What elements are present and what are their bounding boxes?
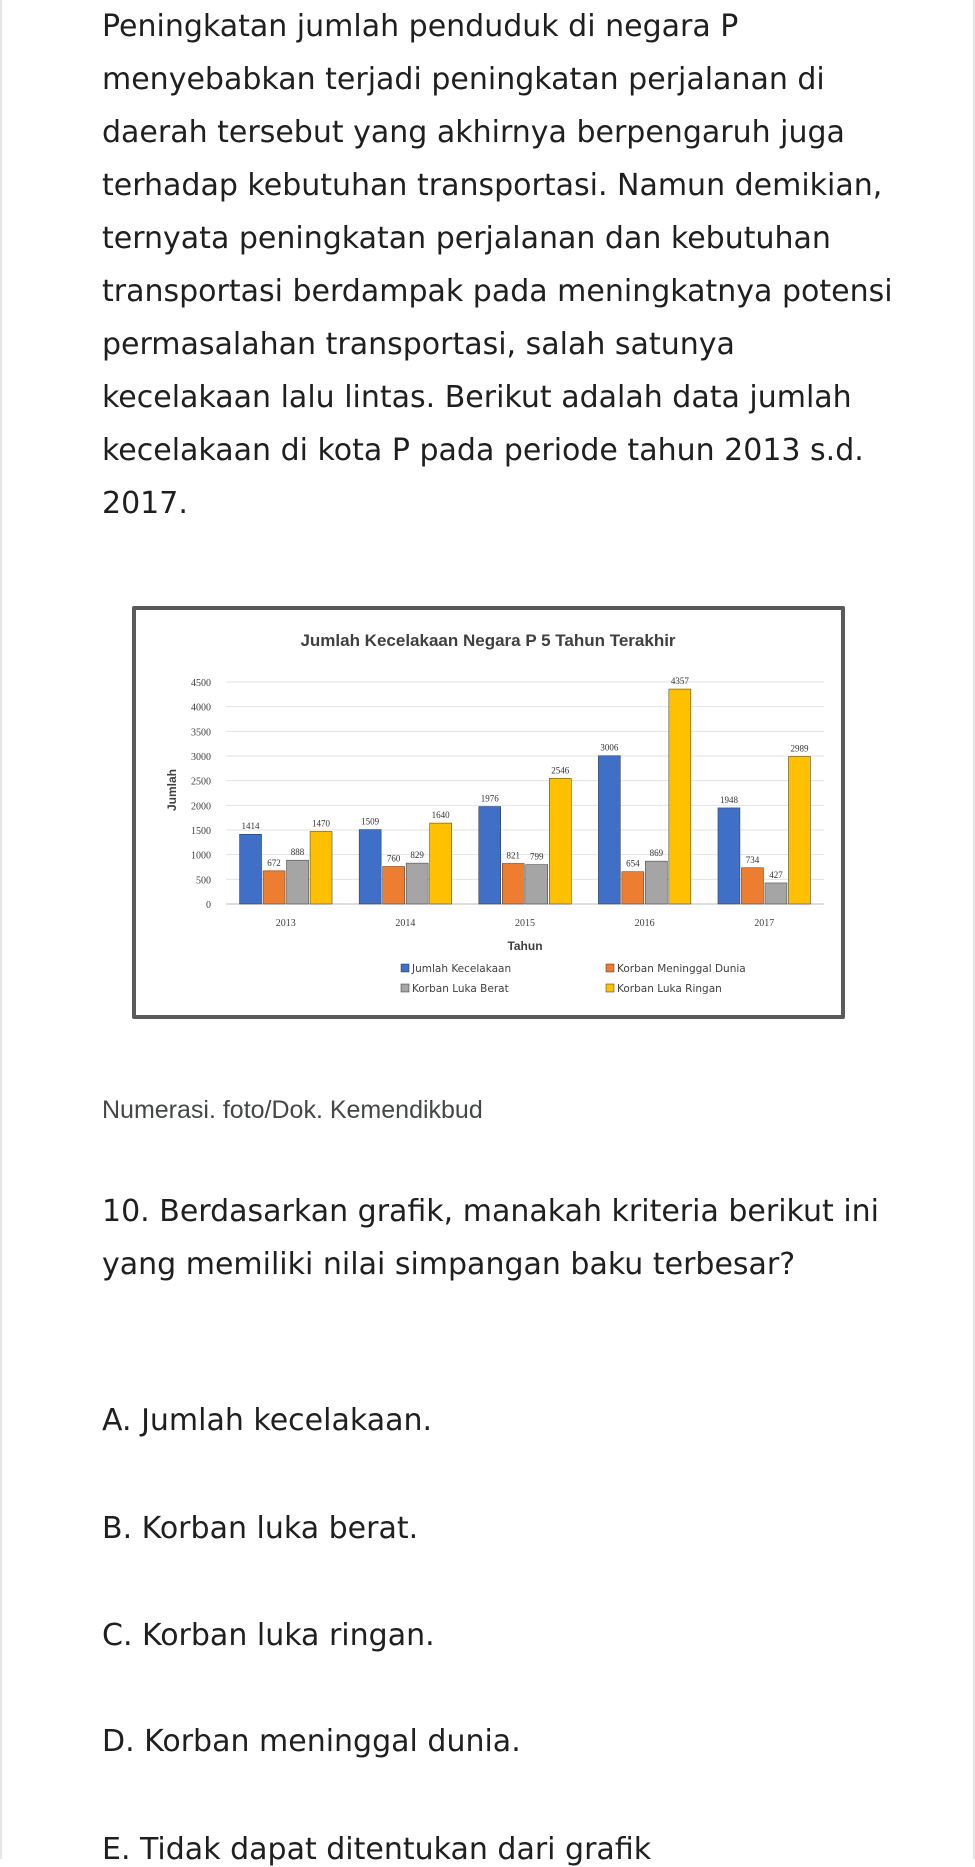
x-tick-label: 2014 (395, 918, 415, 929)
y-tick-label: 1000 (191, 851, 211, 862)
data-label: 2989 (790, 744, 809, 754)
bar-jumlah-kecelakaan-2016 (598, 755, 621, 905)
chart-x-axis-label: Tahun (507, 939, 542, 953)
data-label: 799 (530, 852, 544, 862)
bar-korban-luka-ringan-2016 (668, 688, 692, 905)
bar-korban-luka-berat-2013 (286, 859, 309, 905)
right-edge-divider (973, 0, 975, 1859)
legend-swatch (605, 963, 615, 973)
bar-chart: Jumlah Kecelakaan Negara P 5 Tahun Terak… (165, 631, 824, 995)
bar-korban-luka-ringan-2015 (549, 778, 572, 905)
y-tick-label: 4500 (191, 678, 211, 689)
bar-korban-meninggal-dunia-2014 (382, 866, 405, 905)
option-e[interactable]: E. Tidak dapat ditentukan dari grafik (102, 1832, 652, 1867)
bar-korban-meninggal-dunia-2015 (502, 863, 525, 905)
legend-entry: Korban Luka Ringan (617, 983, 722, 995)
bar-korban-luka-berat-2014 (405, 862, 429, 905)
figure-caption: Numerasi. foto/Dok. Kemendikbud (102, 1096, 483, 1124)
y-tick-label: 500 (196, 875, 211, 886)
data-label: 1948 (720, 795, 739, 805)
bar-korban-luka-berat-2017 (764, 882, 788, 905)
data-label: 3006 (600, 743, 619, 753)
bar-korban-luka-ringan-2013 (309, 831, 333, 905)
intro-paragraph: Peningkatan jumlah penduduk di negara P … (102, 9, 893, 521)
bar-korban-luka-berat-2016 (645, 860, 668, 905)
chart-panel: Jumlah Kecelakaan Negara P 5 Tahun Terak… (136, 610, 841, 1015)
data-label: 1509 (361, 817, 380, 827)
chart-title: Jumlah Kecelakaan Negara P 5 Tahun Terak… (300, 631, 675, 650)
data-label: 888 (291, 847, 305, 857)
y-tick-label: 4000 (191, 703, 211, 714)
data-label: 734 (746, 855, 760, 865)
y-tick-label: 3000 (191, 752, 211, 763)
y-tick-label: 3500 (191, 727, 211, 738)
y-tick-label: 2500 (191, 777, 211, 788)
legend-entry: Korban Meninggal Dunia (617, 963, 746, 975)
data-label: 869 (650, 848, 664, 858)
bar-korban-luka-ringan-2014 (429, 822, 452, 905)
data-label: 2546 (551, 765, 570, 775)
bar-jumlah-kecelakaan-2015 (478, 806, 501, 905)
left-edge-divider (0, 0, 2, 1859)
chart-figure[interactable]: Jumlah Kecelakaan Negara P 5 Tahun Terak… (132, 606, 845, 1019)
x-tick-label: 2017 (754, 918, 774, 929)
bar-jumlah-kecelakaan-2017 (717, 807, 741, 905)
y-tick-label: 2000 (191, 801, 211, 812)
data-label: 1640 (432, 810, 451, 820)
option-b[interactable]: B. Korban luka berat. (102, 1511, 419, 1546)
bar-jumlah-kecelakaan-2014 (358, 829, 382, 905)
bar-jumlah-kecelakaan-2013 (239, 833, 262, 905)
question-text: 10. Berdasarkan grafik, manakah kriteria… (102, 1194, 879, 1282)
article-body: Peningkatan jumlah penduduk di negara P … (102, 0, 902, 530)
x-tick-label: 2016 (635, 918, 655, 929)
data-label: 821 (507, 850, 521, 860)
y-tick-label: 0 (206, 900, 211, 911)
bar-korban-luka-berat-2015 (525, 864, 548, 905)
bar-korban-meninggal-dunia-2017 (741, 867, 764, 905)
data-label: 672 (267, 858, 281, 868)
bar-korban-luka-ringan-2017 (788, 756, 811, 905)
option-c[interactable]: C. Korban luka ringan. (102, 1618, 435, 1653)
data-label: 760 (387, 854, 401, 864)
legend-swatch (400, 963, 410, 973)
data-label: 427 (769, 870, 783, 880)
y-tick-label: 1500 (191, 826, 211, 837)
legend-swatch (605, 983, 615, 993)
data-label: 654 (626, 859, 640, 869)
legend-entry: Korban Luka Berat (412, 983, 509, 995)
option-a[interactable]: A. Jumlah kecelakaan. (102, 1403, 433, 1438)
option-d[interactable]: D. Korban meninggal dunia. (102, 1724, 521, 1759)
data-label: 1470 (312, 818, 331, 828)
bar-korban-meninggal-dunia-2013 (262, 870, 286, 905)
bar-korban-meninggal-dunia-2016 (621, 871, 645, 905)
legend-entry: Jumlah Kecelakaan (411, 963, 511, 975)
data-label: 1976 (481, 794, 500, 804)
x-tick-label: 2015 (515, 918, 535, 929)
data-label: 4357 (671, 676, 690, 686)
data-label: 829 (410, 850, 424, 860)
legend-swatch (400, 983, 410, 993)
data-label: 1414 (242, 821, 260, 831)
chart-y-axis-label: Jumlah (165, 769, 179, 811)
x-tick-label: 2013 (276, 918, 296, 929)
